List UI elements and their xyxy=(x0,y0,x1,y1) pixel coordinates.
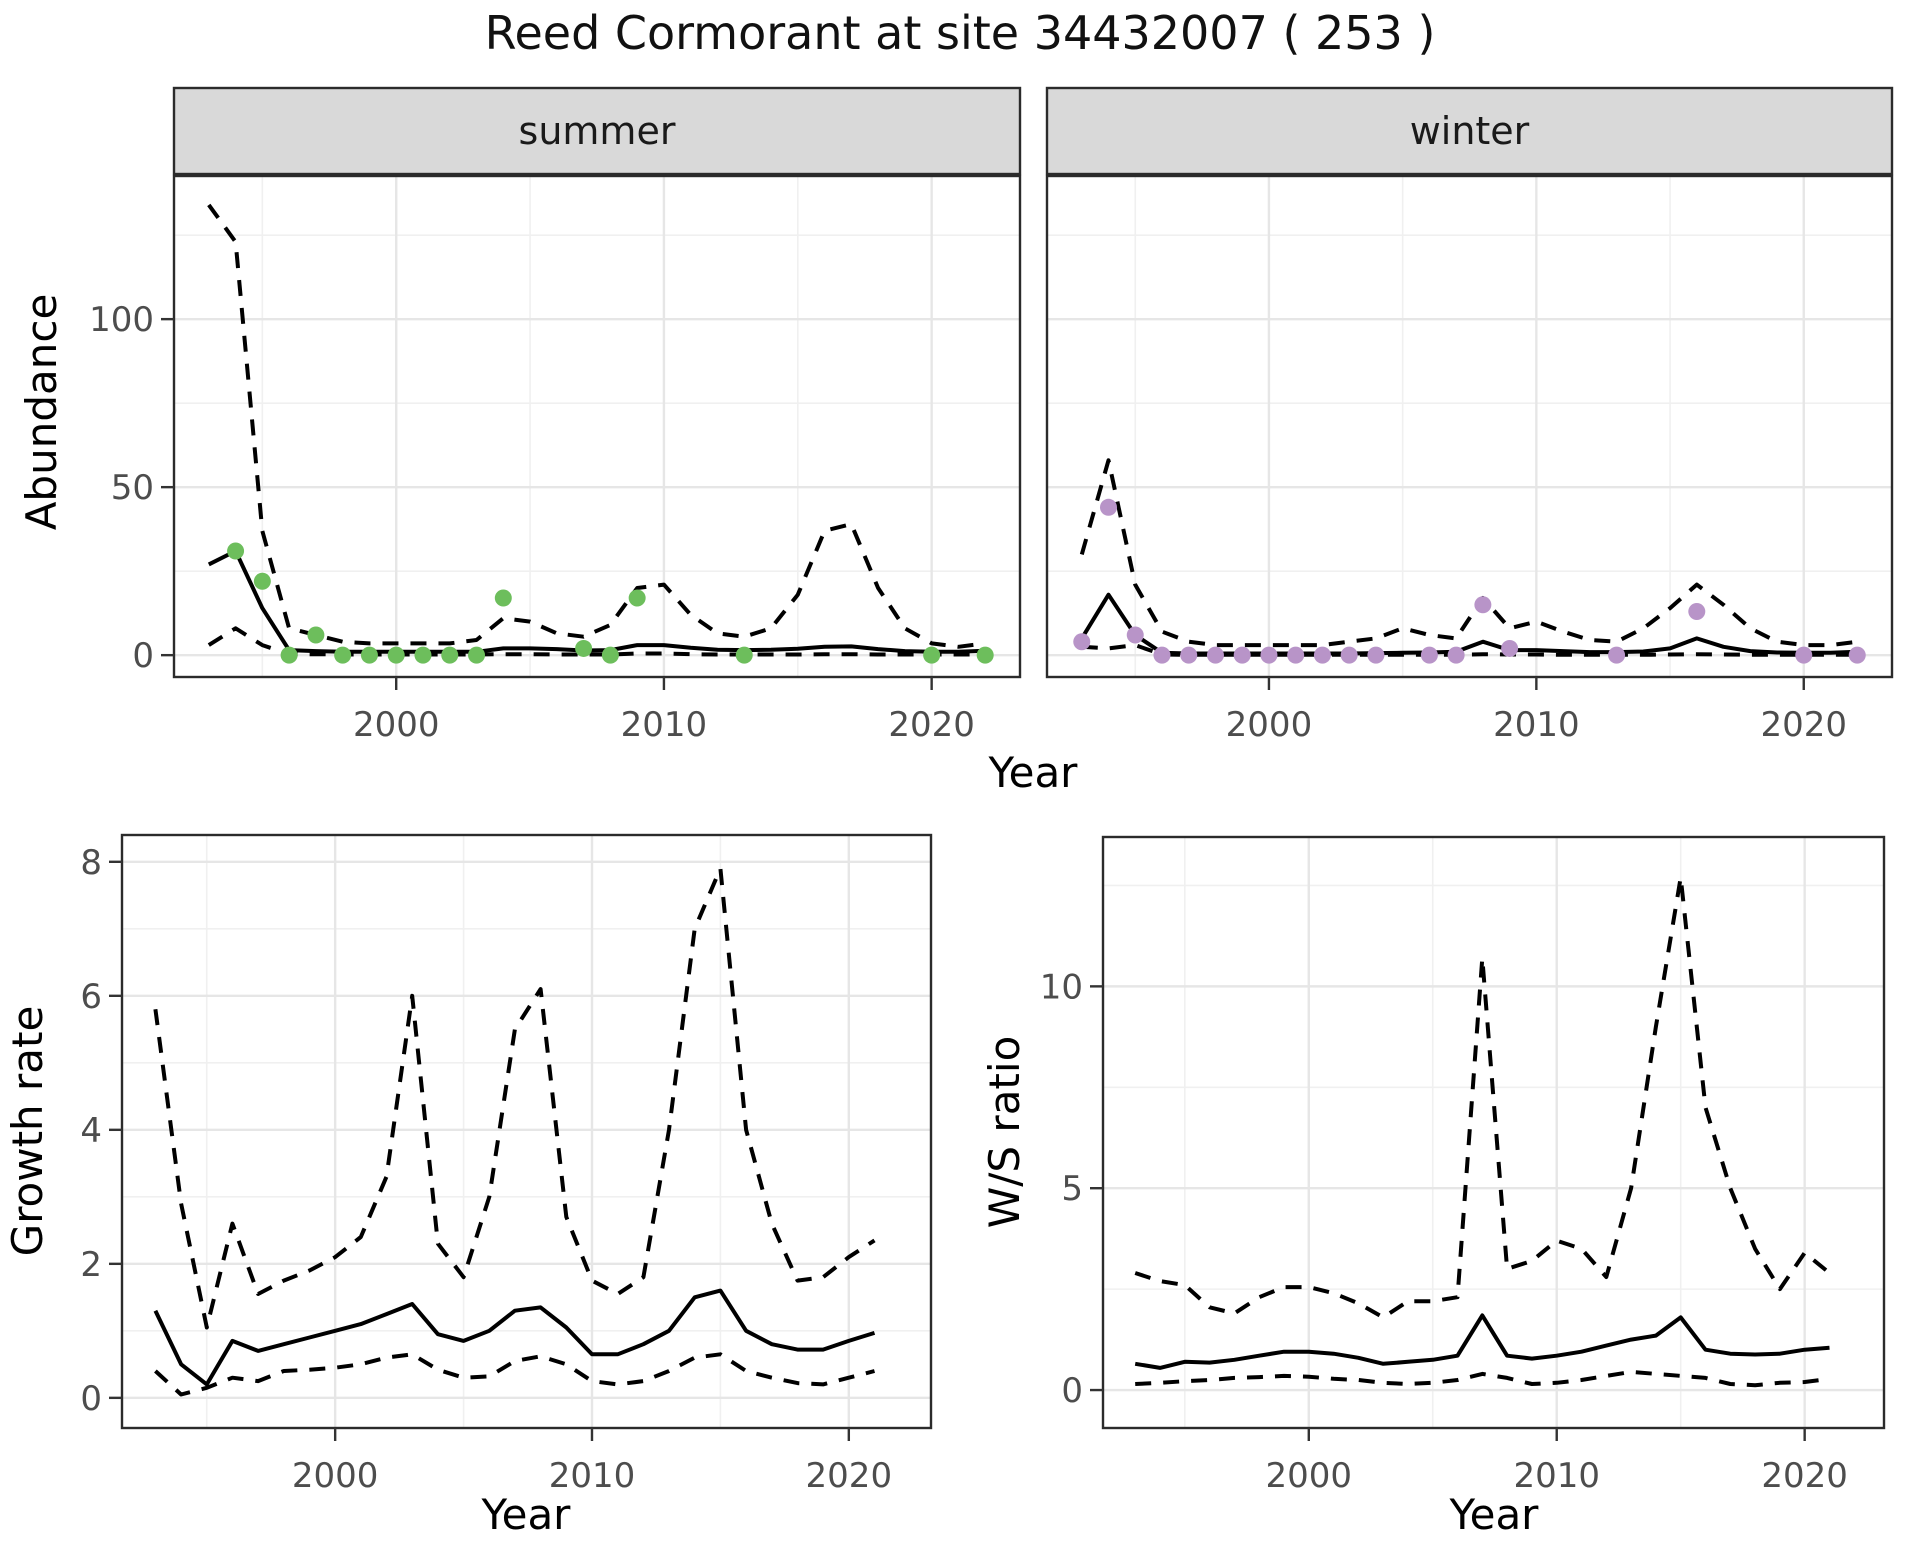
y-tick-label: 100 xyxy=(89,300,154,340)
observation-point xyxy=(1126,626,1144,644)
y-axis-title-abundance: Abundance xyxy=(17,293,66,531)
observation-point xyxy=(923,646,941,664)
observation-point xyxy=(1367,646,1385,664)
panel-abundance-summer xyxy=(174,176,1020,677)
x-tick-label: 2010 xyxy=(621,705,708,745)
series-upper_ci-abundance-summer xyxy=(207,203,986,649)
panel-ws-ratio xyxy=(1103,837,1884,1428)
observation-point xyxy=(414,646,432,664)
x-tick-label: 2000 xyxy=(1266,1456,1353,1496)
series-upper_ci-abundance-winter xyxy=(1079,458,1858,648)
observation-point xyxy=(280,646,298,664)
y-axis-title-ws-ratio: W/S ratio xyxy=(980,1035,1029,1229)
y-tick-label: 0 xyxy=(80,1379,102,1419)
series-upper_ci-growth-rate xyxy=(153,866,876,1330)
x-tick-label: 2000 xyxy=(353,705,440,745)
y-tick-label: 2 xyxy=(80,1245,102,1285)
x-tick-label: 2010 xyxy=(549,1456,636,1496)
panel-border xyxy=(1045,174,1894,679)
data-layer-abundance-summer xyxy=(207,203,994,664)
observation-point xyxy=(735,646,753,664)
observation-point xyxy=(1501,639,1519,657)
y-tick-label: 10 xyxy=(1040,967,1083,1007)
series-mean-ws-ratio xyxy=(1134,1313,1830,1370)
observation-point xyxy=(575,639,593,657)
observation-point xyxy=(1180,646,1198,664)
y-axis-title-growth-rate: Growth rate xyxy=(3,1005,52,1257)
panel-border xyxy=(120,833,933,1430)
observation-point xyxy=(1688,602,1706,620)
x-tick-label: 2000 xyxy=(292,1456,379,1496)
y-tick-label: 8 xyxy=(80,843,102,883)
observation-point xyxy=(1447,646,1465,664)
observation-point xyxy=(1313,646,1331,664)
observation-point xyxy=(1100,498,1118,516)
data-layer-abundance-winter xyxy=(1073,458,1866,664)
panel-border xyxy=(1101,835,1886,1430)
observation-point xyxy=(253,572,271,590)
observation-point xyxy=(387,646,405,664)
observation-point xyxy=(1206,646,1224,664)
observation-point xyxy=(468,646,486,664)
series-lower_ci-ws-ratio xyxy=(1135,1369,1830,1388)
y-tick-label: 0 xyxy=(132,636,154,676)
chart-title: Reed Cormorant at site 34432007 ( 253 ) xyxy=(484,6,1436,60)
observation-point xyxy=(1340,646,1358,664)
data-layer-growth-rate xyxy=(153,866,876,1397)
x-axis-title-year-bottom-left: Year xyxy=(481,1490,571,1539)
observation-point xyxy=(494,589,512,607)
y-tick-label: 6 xyxy=(80,977,102,1017)
facet-strip xyxy=(172,86,1022,176)
y-tick-label: 5 xyxy=(1061,1169,1083,1209)
x-tick-label: 2020 xyxy=(1760,705,1847,745)
x-tick-label: 2020 xyxy=(1761,1456,1848,1496)
x-axis-title-year-bottom-right: Year xyxy=(1449,1490,1539,1539)
observation-point xyxy=(1073,633,1091,651)
x-tick-label: 2010 xyxy=(1493,705,1580,745)
observation-point xyxy=(1795,646,1813,664)
observation-point xyxy=(334,646,352,664)
observation-point xyxy=(1848,646,1866,664)
observation-point xyxy=(227,542,245,560)
data-layer-ws-ratio xyxy=(1134,875,1831,1388)
x-axis-title-year-top: Year xyxy=(988,748,1078,797)
observation-point xyxy=(1153,646,1171,664)
facet-strip-label-winter: winter xyxy=(1409,109,1530,153)
observation-point xyxy=(441,646,459,664)
series-mean-growth-rate xyxy=(153,1288,876,1387)
y-tick-label: 4 xyxy=(80,1111,102,1151)
panel-growth-rate xyxy=(122,835,931,1428)
observation-point xyxy=(628,589,646,607)
x-tick-label: 2010 xyxy=(1513,1456,1600,1496)
observation-point xyxy=(307,626,325,644)
observation-point xyxy=(601,646,619,664)
observation-point xyxy=(1233,646,1251,664)
panel-abundance-winter xyxy=(1047,176,1892,677)
x-tick-label: 2000 xyxy=(1226,705,1313,745)
facet-strip-label-summer: summer xyxy=(518,109,676,153)
observation-point xyxy=(360,646,378,664)
observation-point xyxy=(1608,646,1626,664)
x-tick-label: 2020 xyxy=(888,705,975,745)
panel-border xyxy=(172,174,1022,679)
observation-point xyxy=(1420,646,1438,664)
x-tick-label: 2020 xyxy=(806,1456,893,1496)
observation-point xyxy=(1287,646,1305,664)
facet-strip xyxy=(1045,86,1894,176)
observation-point xyxy=(1474,596,1492,614)
observation-point xyxy=(1260,646,1278,664)
y-tick-label: 0 xyxy=(1061,1371,1083,1411)
observation-point xyxy=(976,646,994,664)
series-lower_ci-abundance-winter xyxy=(1081,643,1858,657)
y-tick-label: 50 xyxy=(111,468,154,508)
